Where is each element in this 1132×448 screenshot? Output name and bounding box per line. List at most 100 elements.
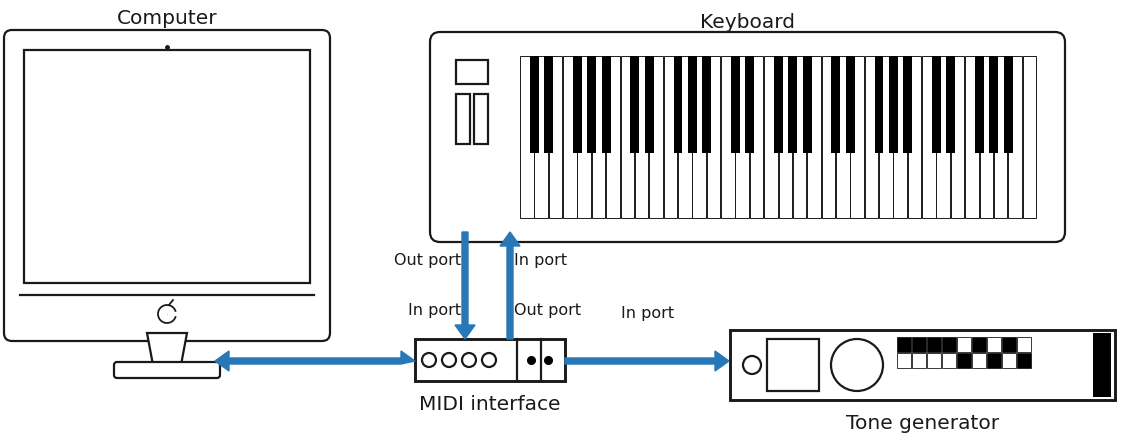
Bar [774,56,783,153]
Bar [1094,333,1110,397]
Bar [903,56,912,153]
Bar [897,353,911,368]
Bar [972,337,986,352]
Bar [893,56,907,218]
Text: In port: In port [408,303,461,319]
Bar [721,56,735,218]
Bar [832,56,840,153]
Bar [788,56,797,153]
Bar [474,94,488,144]
Bar [987,337,1001,352]
Text: In port: In port [514,253,567,267]
Bar [588,56,597,153]
Bar [678,56,692,218]
Text: MIDI interface: MIDI interface [419,395,560,414]
Bar [989,56,998,153]
Bar [663,56,677,218]
Bar [957,353,971,368]
Bar [592,56,606,218]
Bar [749,56,763,218]
FancyBboxPatch shape [114,362,220,378]
Polygon shape [215,351,415,371]
Bar [456,94,470,144]
Bar [1017,337,1031,352]
Bar [573,56,582,153]
Bar [1017,353,1031,368]
Bar [1004,56,1013,153]
Bar [908,56,921,218]
Text: Tone generator: Tone generator [846,414,1000,433]
Polygon shape [147,333,187,365]
Bar [530,56,539,153]
Text: Keyboard: Keyboard [700,13,795,32]
Bar [822,56,835,218]
Bar [620,56,634,218]
Polygon shape [455,232,475,339]
Bar [767,339,818,391]
Bar [932,56,941,153]
Bar [875,56,883,153]
Bar [1022,56,1036,218]
Bar [927,353,941,368]
Text: Computer: Computer [117,9,217,28]
Polygon shape [565,351,729,371]
Bar [730,330,1115,400]
Bar [534,56,548,218]
Bar [745,56,754,153]
Bar [606,56,619,218]
Bar [835,56,849,218]
Bar [702,56,711,153]
Bar [897,337,911,352]
Bar [803,56,812,153]
Bar [865,56,878,218]
Bar [792,56,806,218]
Bar [544,56,554,153]
Bar [957,337,971,352]
Bar [736,56,749,218]
Bar [979,56,993,218]
Bar [912,337,926,352]
Bar [731,56,740,153]
Bar [1002,353,1017,368]
Bar [850,56,864,218]
Text: In port: In port [621,306,675,321]
Bar [1002,337,1017,352]
Bar [456,60,488,84]
Bar [779,56,792,218]
Bar [1009,56,1022,218]
Bar [674,56,683,153]
FancyBboxPatch shape [430,32,1065,242]
Bar [415,339,565,381]
Bar [880,56,893,218]
Bar [24,50,310,283]
FancyBboxPatch shape [5,30,331,341]
Bar [577,56,591,218]
Bar [549,56,563,218]
Bar [994,56,1007,218]
Bar [975,56,984,153]
Text: Out port: Out port [394,253,461,267]
Bar [706,56,720,218]
Bar [631,56,640,153]
Bar [807,56,821,218]
Bar [846,56,855,153]
Bar [645,56,653,153]
Bar [942,353,957,368]
Polygon shape [500,232,520,339]
Bar [946,56,955,153]
Bar [972,353,986,368]
Bar [520,56,533,218]
Bar [650,56,663,218]
Bar [889,56,898,153]
Bar [923,56,936,218]
Bar [688,56,697,153]
Bar [987,353,1001,368]
Bar [936,56,950,218]
Bar [942,337,957,352]
Bar [966,56,979,218]
Bar [764,56,778,218]
Bar [602,56,610,153]
Bar [951,56,964,218]
Bar [927,337,941,352]
Bar [693,56,706,218]
